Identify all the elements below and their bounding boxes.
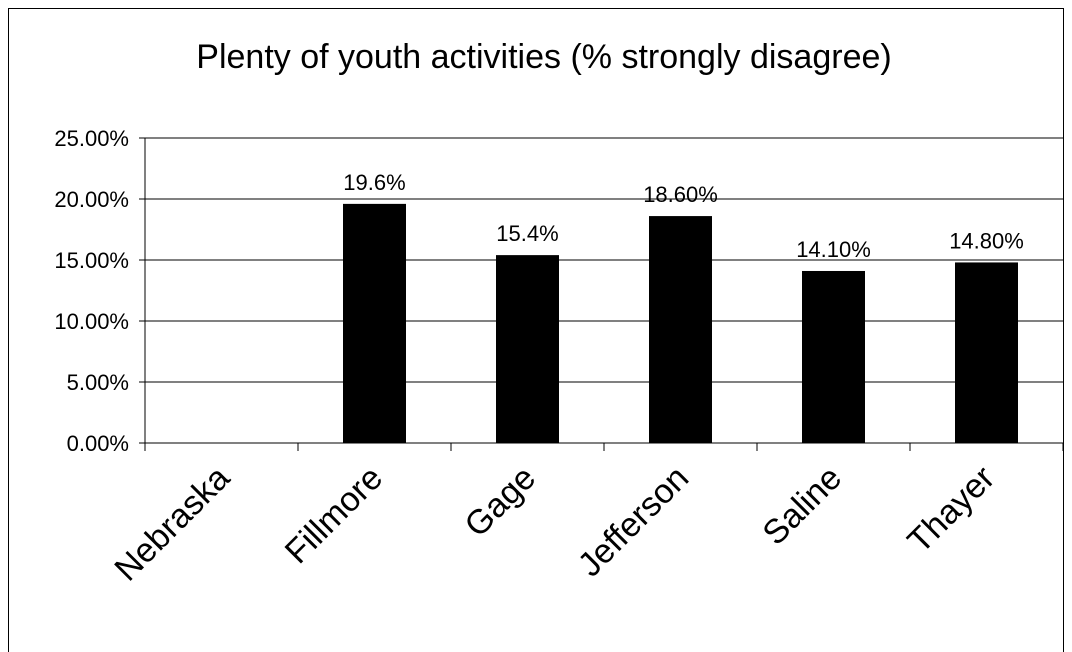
data-label: 18.60% [643, 182, 718, 207]
data-label: 19.6% [343, 170, 405, 195]
bar [496, 255, 559, 443]
data-label: 14.10% [796, 237, 871, 262]
y-tick-label: 25.00% [54, 126, 129, 151]
y-tick-label: 0.00% [67, 431, 129, 456]
gridlines [145, 137, 1063, 383]
y-axis-ticks: 0.00% 5.00% 10.00% 15.00% 20.00% 25.00% [54, 126, 129, 456]
bars [343, 203, 1018, 443]
bar [955, 262, 1018, 443]
category-label: Gage [457, 459, 543, 545]
y-tick-label: 15.00% [54, 248, 129, 273]
bar [802, 270, 865, 443]
y-tick-label: 10.00% [54, 309, 129, 334]
category-label: Nebraska [107, 459, 237, 589]
category-label: Fillmore [278, 459, 390, 571]
chart-frame [8, 8, 1064, 652]
y-tick-label: 20.00% [54, 187, 129, 212]
chart-title: Plenty of youth activities (% strongly d… [196, 38, 891, 76]
category-label: Thayer [900, 459, 1002, 561]
bar [649, 216, 712, 443]
x-axis-ticks: Nebraska Fillmore Gage Jefferson Saline Thaye… [107, 459, 1002, 589]
bar [343, 203, 406, 443]
data-labels: 19.6% 15.4% 18.60% 14.10% 14.80% [343, 170, 1024, 262]
category-label: Jefferson [571, 459, 696, 584]
y-tick-label: 5.00% [67, 370, 129, 395]
data-label: 14.80% [949, 228, 1024, 253]
data-label: 15.4% [496, 221, 558, 246]
axes [139, 137, 1064, 451]
category-label: Saline [755, 459, 849, 553]
